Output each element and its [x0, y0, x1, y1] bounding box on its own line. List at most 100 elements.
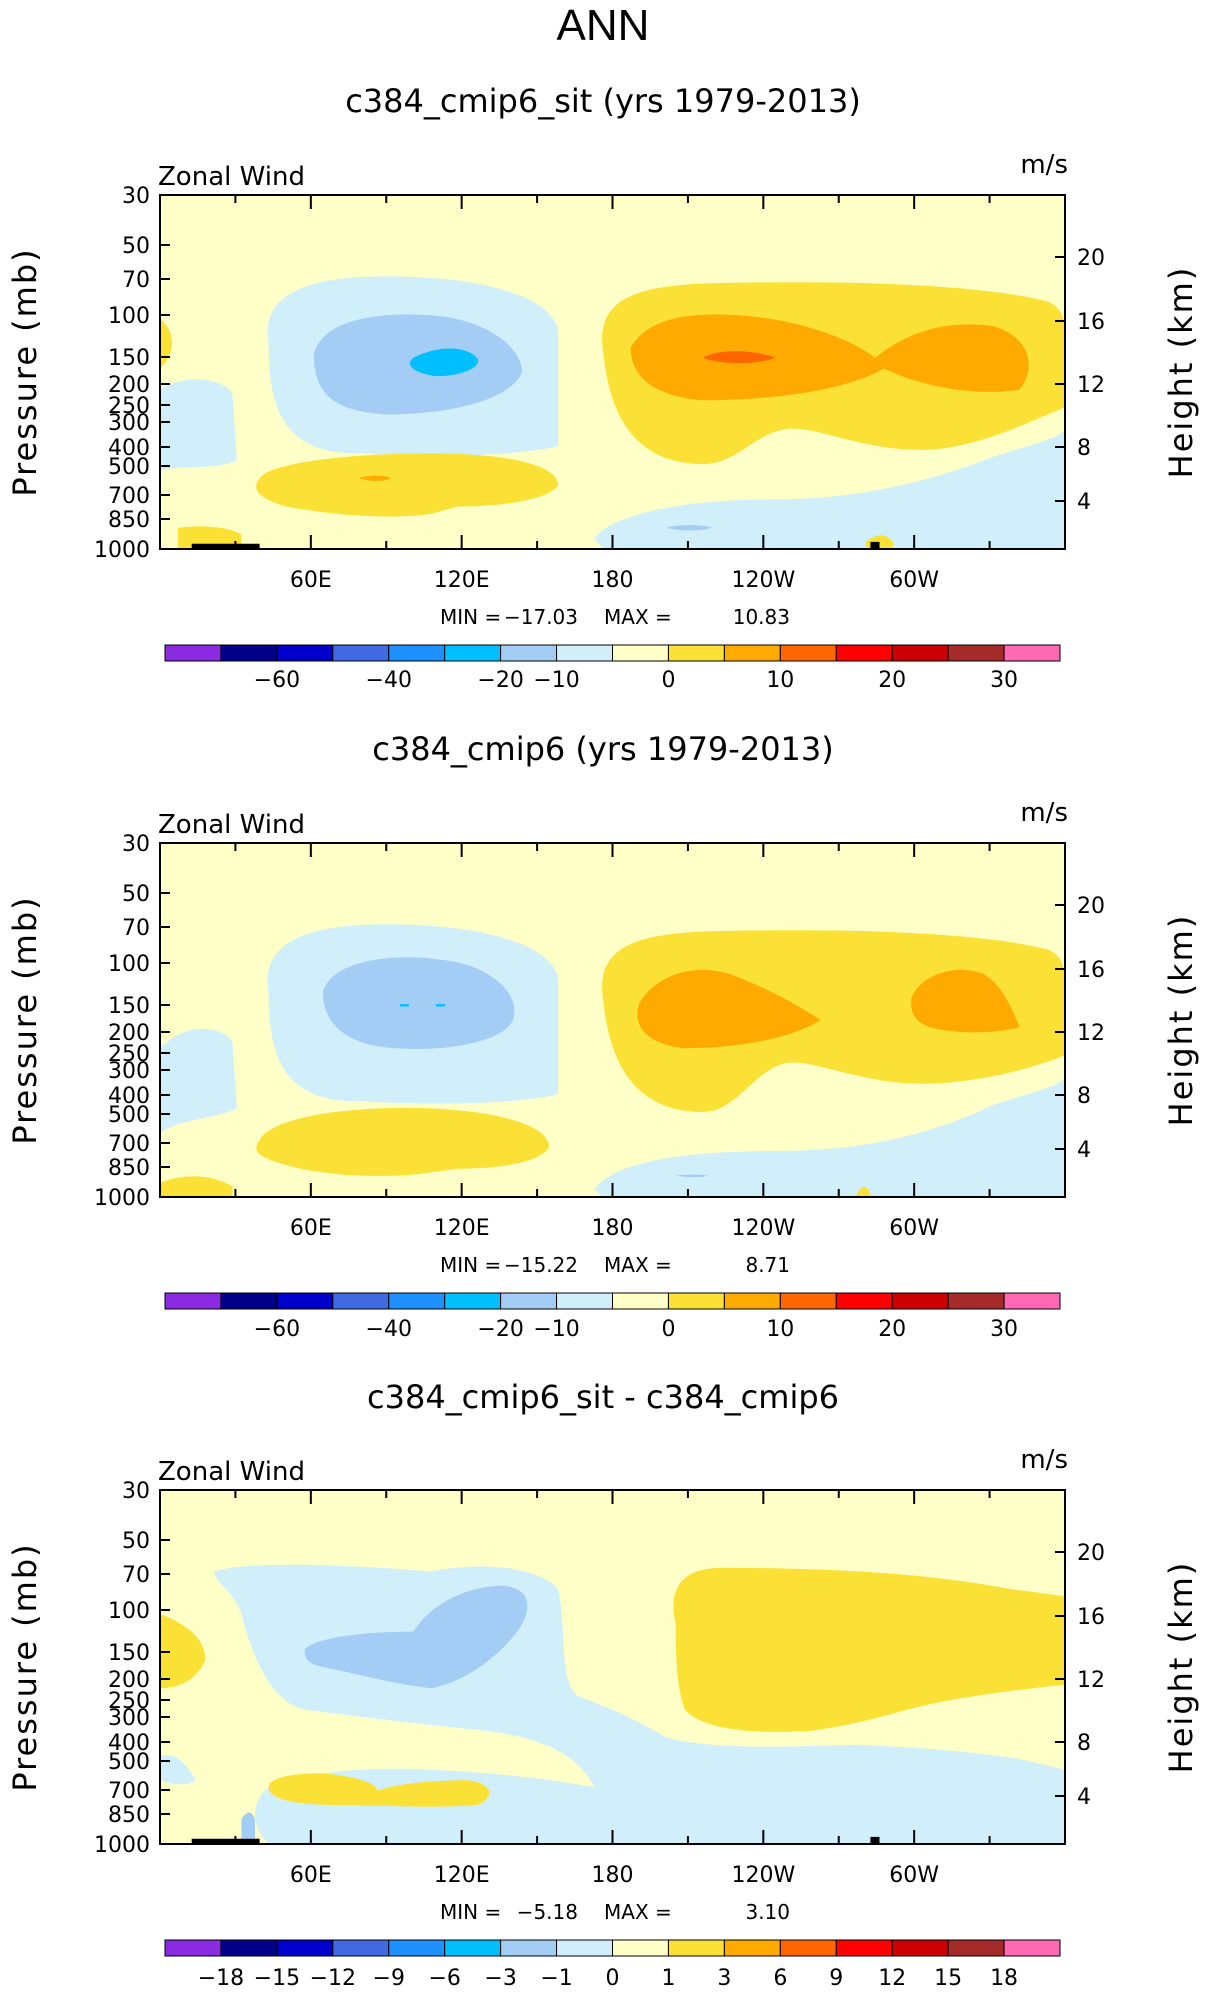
- colorbar-box: [164, 1939, 222, 1957]
- colorbar-label: 1: [661, 1966, 675, 1987]
- x-tick-label: 120E: [434, 1216, 490, 1241]
- x-tick-label: 120W: [731, 568, 795, 593]
- y-tick-label: 200: [108, 1668, 150, 1693]
- contour-region: [594, 1076, 1065, 1197]
- contour-region: [160, 1176, 233, 1197]
- colorbar-box: [276, 1292, 334, 1310]
- colorbar-box: [220, 644, 278, 662]
- x-tick-label: 120E: [434, 568, 490, 593]
- y2-tick-label: 12: [1077, 373, 1105, 398]
- y-tick-label: 150: [108, 994, 150, 1019]
- contour-region: [178, 526, 242, 549]
- y-tick-label: 850: [108, 1156, 150, 1181]
- colorbar-box: [444, 644, 502, 662]
- x-tick-label: 60W: [889, 1863, 939, 1888]
- y2-tick-label: 12: [1077, 1021, 1105, 1046]
- y-tick-label: 250: [108, 1042, 150, 1067]
- colorbar-box: [556, 1939, 613, 1957]
- x-tick-label: 120W: [731, 1863, 795, 1888]
- colorbar-box: [835, 644, 893, 662]
- x-tick-label: 120W: [731, 1216, 795, 1241]
- contour-region: [160, 1613, 206, 1689]
- colorbar-box: [164, 1292, 222, 1310]
- colorbar-label: −60: [254, 668, 300, 693]
- colorbar-box: [891, 1939, 949, 1957]
- y-tick-label: 1000: [94, 1186, 150, 1211]
- x-tick-label: 180: [592, 1863, 634, 1888]
- stats-max-value: 3.10: [745, 1900, 790, 1924]
- contour-region: [241, 1812, 255, 1844]
- contour-region: [304, 1585, 528, 1689]
- contour-region: [359, 475, 391, 481]
- contour-region: [630, 314, 1029, 401]
- contour-region: [673, 1567, 1065, 1732]
- colorbar-box: [612, 1939, 669, 1957]
- y2-tick-label: 4: [1077, 1785, 1091, 1810]
- stats-max-label: MAX =: [604, 1253, 672, 1277]
- y-tick-label: 400: [108, 436, 150, 461]
- colorbar-label: −40: [366, 668, 412, 693]
- colorbar-box: [723, 1939, 781, 1957]
- contour-region: [594, 428, 1065, 549]
- colorbar-label: −10: [533, 1317, 579, 1342]
- y-tick-label: 250: [108, 394, 150, 419]
- y-tick-label: 250: [108, 1689, 150, 1714]
- y-tick-label: 70: [122, 268, 150, 293]
- stats-min-label: MIN =: [440, 605, 501, 629]
- y2-tick-label: 16: [1077, 1605, 1105, 1630]
- y-tick-label: 300: [108, 1059, 150, 1084]
- contour-region: [256, 453, 559, 517]
- colorbar-label: 20: [878, 1317, 906, 1342]
- colorbar-label: 3: [717, 1966, 731, 1987]
- contour-fills: [160, 276, 1065, 549]
- contour-region: [703, 351, 776, 364]
- colorbar-box: [779, 1292, 837, 1310]
- colorbar-label: −6: [428, 1966, 460, 1987]
- contour-region: [191, 1838, 260, 1844]
- colorbar-label: 20: [878, 668, 906, 693]
- colorbar-label: 0: [606, 1966, 620, 1987]
- colorbar-box: [947, 644, 1005, 662]
- y2-axis-label: Height (km): [1162, 914, 1200, 1127]
- colorbar-label: −20: [477, 1317, 523, 1342]
- colorbar: −60 −40 −20 −10 0 10 20 30: [164, 644, 1061, 693]
- y-tick-label: 500: [108, 1103, 150, 1128]
- panel-title: c384_cmip6 (yrs 1979-2013): [372, 730, 834, 768]
- colorbar-label: 18: [990, 1966, 1018, 1987]
- y-tick-label: 100: [108, 1599, 150, 1624]
- colorbar-box: [612, 1292, 669, 1310]
- colorbar-box: [556, 1292, 613, 1310]
- y-tick-label: 150: [108, 1641, 150, 1666]
- colorbar-box: [220, 1939, 278, 1957]
- colorbar-box: [723, 1292, 781, 1310]
- colorbar-label: −18: [198, 1966, 244, 1987]
- colorbar-label: 0: [661, 1317, 675, 1342]
- units-label: m/s: [1020, 798, 1068, 828]
- stats-max-label: MAX =: [604, 605, 672, 629]
- y-tick-label: 700: [108, 484, 150, 509]
- contour-region: [409, 348, 479, 377]
- y2-tick-label: 20: [1077, 1541, 1105, 1566]
- contour-region: [436, 1004, 446, 1007]
- contour-region: [911, 969, 1020, 1033]
- y-tick-label: 30: [122, 184, 150, 209]
- contour-region: [268, 1773, 490, 1807]
- colorbar-label: 30: [990, 668, 1018, 693]
- y2-tick-label: 16: [1077, 310, 1105, 335]
- stats-min-value: −15.22: [504, 1253, 578, 1277]
- y-tick-label: 500: [108, 1750, 150, 1775]
- colorbar-box: [835, 1292, 893, 1310]
- colorbar-box: [556, 644, 613, 662]
- colorbar-box: [388, 1292, 446, 1310]
- colorbar-box: [1003, 1292, 1061, 1310]
- variable-label: Zonal Wind: [158, 162, 305, 192]
- x-tick-label: 180: [592, 1216, 634, 1241]
- colorbar-box: [779, 644, 837, 662]
- y-tick-label: 300: [108, 1706, 150, 1731]
- stats-min-label: MIN =: [440, 1900, 501, 1924]
- colorbar-box: [500, 1939, 558, 1957]
- y-tick-label: 100: [108, 304, 150, 329]
- y-tick-label: 150: [108, 346, 150, 371]
- colorbar-box: [388, 1939, 446, 1957]
